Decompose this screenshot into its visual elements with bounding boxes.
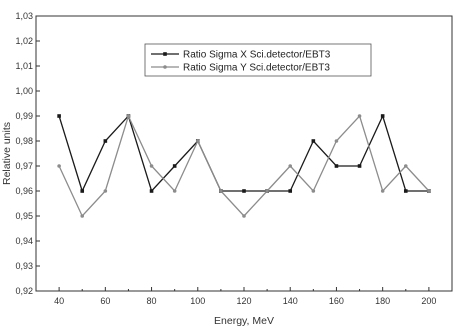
data-point <box>219 189 223 193</box>
data-point <box>126 114 131 118</box>
data-point <box>357 164 362 168</box>
x-tick-label: 40 <box>54 296 64 306</box>
data-point <box>288 189 293 193</box>
y-tick-label: 0,94 <box>15 236 33 246</box>
data-point <box>311 189 316 193</box>
data-point <box>80 189 85 193</box>
x-tick-label: 80 <box>147 296 157 306</box>
y-tick-label: 0,95 <box>15 211 33 221</box>
legend: Ratio Sigma X Sci.detector/EBT3 Ratio Sig… <box>144 43 372 77</box>
x-tick-label: 140 <box>283 296 298 306</box>
data-point <box>149 164 154 168</box>
y-tick-label: 0,93 <box>15 261 33 271</box>
data-point <box>311 139 316 143</box>
data-point <box>242 214 246 218</box>
x-axis: 40 60 80 100 120 140 160 180 200 <box>35 287 453 306</box>
data-point <box>57 164 61 168</box>
legend-label-1: Ratio Sigma X Sci.detector/EBT3 <box>183 50 331 61</box>
series-line-1 <box>58 114 429 193</box>
x-tick-label: 120 <box>236 296 251 306</box>
data-point <box>103 189 108 193</box>
y-tick-label: 1,03 <box>15 11 33 21</box>
data-point <box>57 114 61 118</box>
data-point <box>172 164 177 168</box>
data-point <box>288 164 293 168</box>
data-point <box>80 214 85 218</box>
data-point <box>380 189 385 193</box>
legend-box <box>144 43 372 77</box>
y-tick-label: 1,02 <box>15 36 33 46</box>
data-point <box>380 114 385 118</box>
y-tick-label: 0,97 <box>15 161 33 171</box>
y-tick-label: 0,96 <box>15 186 33 196</box>
data-point <box>403 164 408 168</box>
x-tick-label: 160 <box>329 296 344 306</box>
x-axis-title: Energy, MeV <box>214 315 274 327</box>
data-point <box>334 164 339 168</box>
x-tick-label: 100 <box>190 296 205 306</box>
x-tick-label: 200 <box>421 296 436 306</box>
data-point <box>334 139 339 143</box>
data-point <box>427 189 431 193</box>
x-tick-label: 180 <box>375 296 390 306</box>
y-tick-label: 0,98 <box>15 136 33 146</box>
legend-label-2: Ratio Sigma Y Sci.detector/EBT3 <box>183 63 330 74</box>
data-point <box>403 189 408 193</box>
data-point <box>172 189 177 193</box>
x-tick-label: 60 <box>100 296 110 306</box>
y-tick-label: 0,99 <box>15 111 33 121</box>
data-point <box>149 189 154 193</box>
legend-marker <box>163 52 167 56</box>
y-axis-title: Relative units <box>1 122 13 185</box>
data-point <box>242 189 246 193</box>
data-point <box>357 114 362 118</box>
legend-marker <box>163 65 167 69</box>
y-axis: 0,92 0,93 0,94 0,95 0,96 0,97 0,98 0,99 1,00 1,01… <box>15 11 40 296</box>
y-tick-label: 1,01 <box>15 61 33 71</box>
y-tick-label: 1,00 <box>15 86 33 96</box>
y-tick-label: 0,92 <box>15 286 33 296</box>
data-point <box>265 189 269 193</box>
data-point <box>195 139 200 143</box>
data-point <box>103 139 108 143</box>
series-layer <box>57 114 431 218</box>
